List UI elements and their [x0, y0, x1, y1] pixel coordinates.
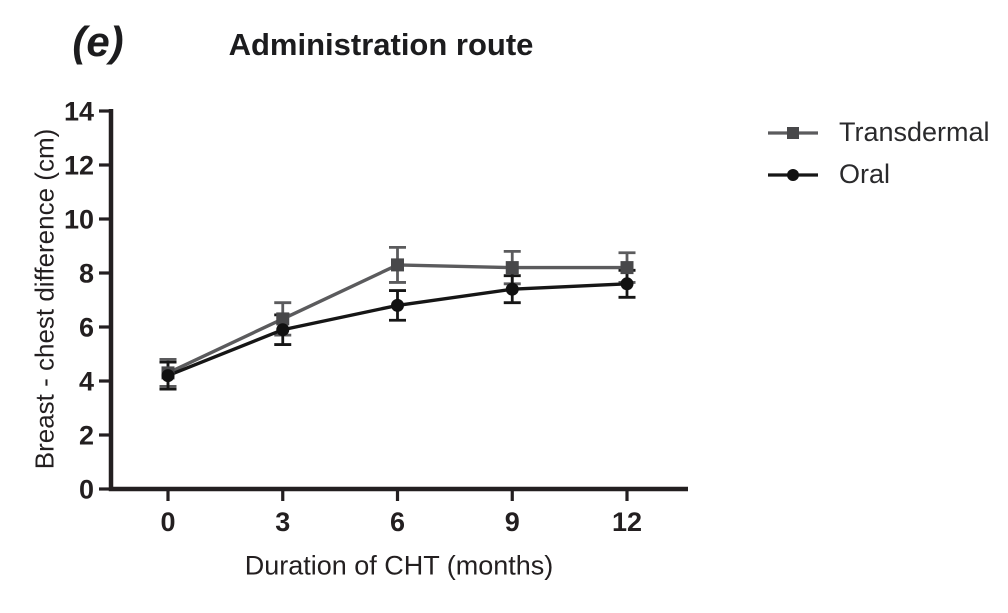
legend-label: Transdermal [839, 117, 990, 147]
y-tick-label: 14 [64, 97, 94, 127]
legend: Transdermal Oral [768, 117, 990, 190]
chart-title: Administration route [228, 27, 534, 62]
y-tick-label: 12 [64, 151, 94, 181]
marker-circle-oral [276, 323, 290, 337]
y-tick-label: 8 [79, 259, 94, 289]
y-tick-label: 6 [79, 313, 94, 343]
y-tick-label: 10 [64, 205, 94, 235]
x-tick-label: 12 [612, 507, 642, 537]
legend-item-oral: Oral [768, 159, 990, 190]
marker-circle-oral [620, 277, 634, 291]
legend-swatch-square [768, 126, 818, 139]
marker-circle-oral [391, 298, 404, 312]
y-tick-label: 0 [79, 475, 94, 505]
legend-swatch-circle [768, 168, 818, 181]
marker-circle-oral [505, 282, 519, 296]
marker-circle-oral [161, 369, 175, 383]
marker-square-transdermal [276, 312, 290, 326]
marker-square-transdermal [505, 261, 519, 275]
axes [108, 109, 688, 492]
marker-square-transdermal [620, 261, 634, 275]
x-axis-title: Duration of CHT (months) [244, 550, 554, 581]
x-tick-label: 9 [505, 507, 520, 537]
x-tick-label: 6 [390, 507, 405, 537]
x-tick-label: 3 [275, 507, 290, 537]
panel-label: (e) [72, 18, 124, 65]
y-tick-label: 4 [79, 367, 94, 397]
x-tick-label: 0 [160, 507, 175, 537]
legend-label: Oral [839, 159, 891, 189]
marker-square-transdermal [391, 258, 404, 272]
legend-item-transdermal: Transdermal [768, 117, 990, 148]
y-tick-label: 2 [79, 421, 94, 451]
